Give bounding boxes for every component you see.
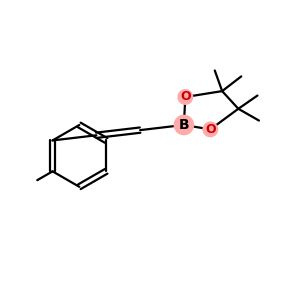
Text: O: O: [205, 123, 216, 136]
Circle shape: [177, 89, 193, 105]
Text: B: B: [178, 118, 189, 132]
Text: O: O: [180, 91, 190, 103]
Circle shape: [174, 115, 194, 135]
Circle shape: [202, 122, 218, 137]
